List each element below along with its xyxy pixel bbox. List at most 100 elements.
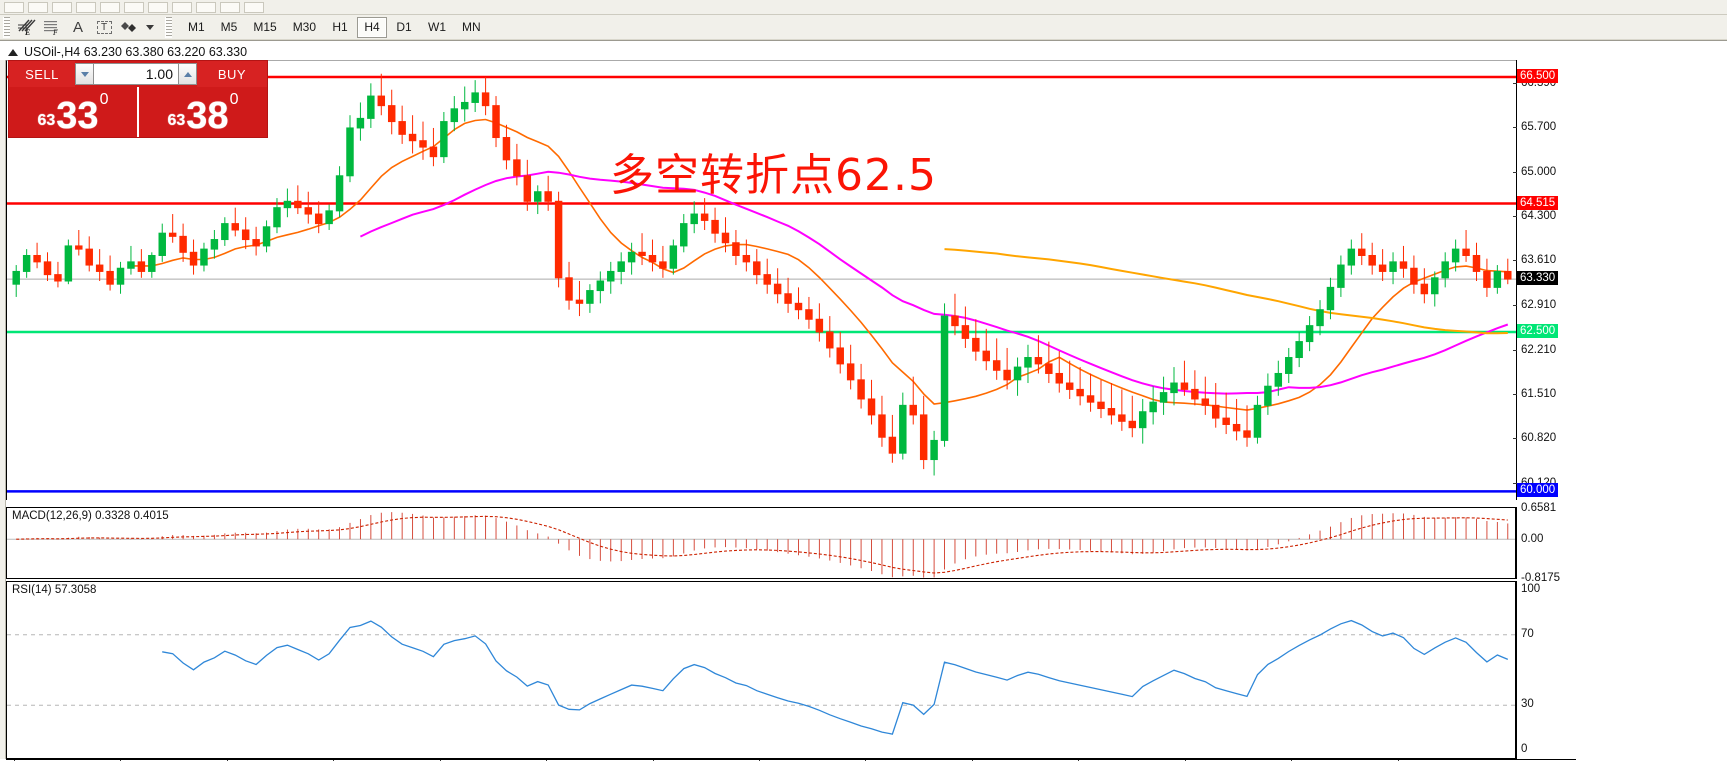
rsi-pane[interactable]: RSI(14) 57.3058: [6, 581, 1516, 759]
toolbar-icon-navigator[interactable]: [148, 1, 168, 13]
price-axis-tick: [1513, 304, 1517, 306]
timeframe-button-m5[interactable]: M5: [220, 20, 238, 34]
buy-price-display[interactable]: 63 38 0: [137, 87, 267, 137]
toolbar-grip-handle[interactable]: [3, 16, 10, 38]
lot-size-stepper[interactable]: 1.00: [75, 63, 197, 85]
fibonacci-f-icon[interactable]: F: [39, 16, 65, 39]
timeframe-toolbar-grip[interactable]: [165, 16, 172, 38]
lot-size-input[interactable]: 1.00: [94, 63, 178, 85]
macd-pane[interactable]: MACD(12,26,9) 0.3328 0.4015: [6, 507, 1516, 579]
toolbar-top-row[interactable]: [0, 0, 1727, 15]
text-box-glyph: T: [96, 20, 112, 34]
macd-title: MACD(12,26,9) 0.3328 0.4015: [12, 510, 169, 522]
toolbar-icon-terminal[interactable]: [172, 1, 192, 13]
rsi-axis-label-0: 0: [1521, 743, 1528, 755]
timeframe-button-m1[interactable]: M1: [188, 20, 205, 34]
lot-decrease-button[interactable]: [75, 63, 94, 85]
price-axis-tick: [1513, 349, 1517, 351]
price-axis-label-62-910: 62.910: [1521, 298, 1557, 311]
toolbar-icon-profiles[interactable]: [52, 1, 72, 13]
chart-left-rail: [0, 60, 6, 759]
buy-price-prefix: 63: [167, 112, 186, 129]
rsi-axis: 100 70 30 0: [1516, 581, 1576, 759]
shapes-icon[interactable]: [117, 16, 143, 39]
rsi-axis-label-70: 70: [1521, 627, 1534, 640]
price-axis-tick: [1513, 171, 1517, 173]
current-price-tag[interactable]: 63.330: [1517, 271, 1559, 286]
svg-text:F: F: [52, 28, 58, 36]
toolbar-icon-new-order[interactable]: [220, 1, 240, 13]
toolbar-icon-open[interactable]: [28, 1, 48, 13]
one-click-trading-panel[interactable]: SELL 1.00 BUY 63 33 0: [8, 60, 268, 138]
price-axis-tick: [1513, 126, 1517, 128]
text-box-icon[interactable]: T: [91, 16, 117, 39]
price-axis-label-62-210: 62.210: [1521, 343, 1557, 356]
chart-annotation-text: 多空转折点62.5: [610, 150, 937, 201]
chart-collapse-icon[interactable]: [8, 48, 18, 56]
candlestick-plot: [7, 73, 1517, 493]
price-axis-tick: [1513, 394, 1517, 396]
resistance-tag-66500[interactable]: 66.500: [1517, 68, 1559, 83]
chart-symbol-ohlc-text: USOil-,H4 63.230 63.380 63.220 63.330: [24, 45, 248, 59]
price-axis-label-61-510: 61.510: [1521, 388, 1557, 401]
price-axis-label-65-000: 65.000: [1521, 165, 1557, 178]
price-axis-tick: [1513, 216, 1517, 218]
toolbar-icon-autotrading[interactable]: [244, 1, 264, 13]
macd-axis-label-2: -0.8175: [1521, 572, 1561, 584]
timeframe-button-mn[interactable]: MN: [462, 20, 481, 34]
price-axis-tick: [1513, 438, 1517, 440]
sell-price-prefix: 63: [37, 112, 56, 129]
price-axis-tick: [1513, 482, 1517, 484]
trade-panel-price-row[interactable]: 63 33 0 63 38 0: [9, 87, 267, 137]
rsi-axis-label-100: 100: [1521, 583, 1541, 595]
toolbar-icon-print[interactable]: [100, 1, 120, 13]
chart-canvas-area: USOil-,H4 63.230 63.380 63.220 63.330 66…: [0, 40, 1727, 761]
shapes-dropdown-icon[interactable]: [143, 16, 157, 39]
timeframe-button-m30[interactable]: M30: [292, 20, 317, 34]
price-axis-label-64-300: 64.300: [1521, 210, 1557, 223]
timeframe-button-h1[interactable]: H1: [332, 20, 348, 34]
price-axis[interactable]: 66.390 65.700 65.000 64.300 63.610 62.910 62.2…: [1513, 60, 1576, 500]
toolbar-icon-market-watch[interactable]: [124, 1, 144, 13]
buy-price-main: 38: [186, 95, 229, 137]
chevron-down-glyph: [146, 24, 154, 30]
resistance-tag-64515[interactable]: 64.515: [1517, 195, 1559, 210]
sell-button[interactable]: SELL: [9, 61, 75, 87]
timeframe-button-h4[interactable]: H4: [357, 16, 388, 38]
chart-symbol-header: USOil-,H4 63.230 63.380 63.220 63.330: [8, 44, 247, 60]
toolbar-icon-new-chart[interactable]: [4, 1, 24, 13]
timeframe-button-w1[interactable]: W1: [428, 20, 447, 34]
timeframe-button-d1[interactable]: D1: [396, 20, 412, 34]
price-axis-label-65-700: 65.700: [1521, 120, 1557, 133]
macd-axis-label-0: 0.6581: [1521, 502, 1557, 514]
price-pane[interactable]: [6, 60, 1517, 500]
trade-panel-top-row[interactable]: SELL 1.00 BUY: [9, 61, 267, 87]
price-axis-tick: [1513, 82, 1517, 84]
buy-button[interactable]: BUY: [197, 61, 267, 87]
crosshair-e-icon[interactable]: E: [13, 16, 39, 39]
macd-plot: [7, 512, 1515, 578]
timeframe-button-m15[interactable]: M15: [253, 20, 277, 34]
toolbar-main-row[interactable]: E F A T M1 M5 M15 M30 H1 H4: [0, 15, 1727, 40]
support-tag-60000[interactable]: 60.000: [1517, 483, 1559, 498]
sell-price-main: 33: [56, 95, 99, 137]
macd-axis-label-1: 0.00: [1521, 533, 1544, 546]
sell-price-display[interactable]: 63 33 0: [9, 87, 137, 137]
price-axis-label-63-610: 63.610: [1521, 254, 1557, 267]
text-label-icon[interactable]: A: [72, 18, 83, 36]
price-axis-tick: [1513, 260, 1517, 262]
buy-price-fraction: 0: [229, 91, 239, 108]
support-tag-62500[interactable]: 62.500: [1517, 324, 1559, 338]
timeframe-button-group[interactable]: M1 M5 M15 M30 H1 H4 D1 W1 MN: [181, 16, 488, 38]
chevron-up-icon: [183, 71, 192, 77]
toolbar-icon-save[interactable]: [76, 1, 96, 13]
lot-increase-button[interactable]: [178, 63, 197, 85]
rsi-axis-label-30: 30: [1521, 698, 1534, 711]
chevron-down-icon: [80, 71, 89, 77]
rsi-title: RSI(14) 57.3058: [12, 584, 97, 596]
sell-price-fraction: 0: [99, 91, 109, 108]
toolbar-icon-tester[interactable]: [196, 1, 216, 13]
rsi-plot: [7, 619, 1515, 735]
price-axis-label-60-820: 60.820: [1521, 432, 1557, 445]
